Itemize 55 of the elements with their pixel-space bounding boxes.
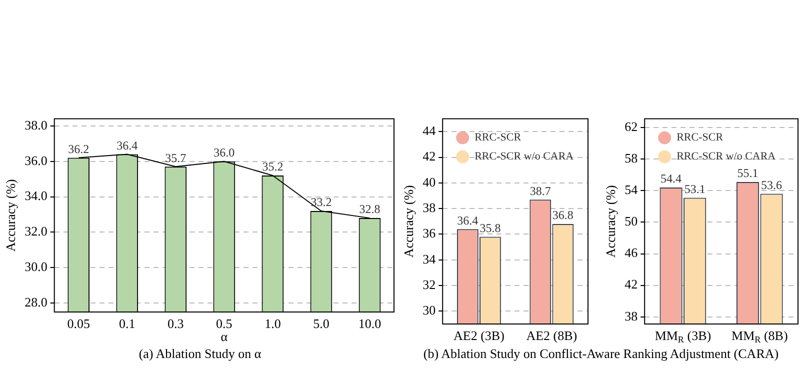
legend-label: RRC-SCR [474,132,522,144]
y-tick-label: 40 [422,174,436,190]
data-label: 35.8 [480,220,501,235]
y-tick-label: 34.0 [24,188,48,204]
y-tick-label: 34 [422,251,436,266]
data-label: 55.1 [737,166,758,180]
x-tick-label: 0.3 [168,316,184,331]
y-axis-title: Accuracy (%) [401,185,416,258]
x-tick-label: 5.0 [313,316,330,331]
data-label: 53.6 [761,178,782,192]
x-tick-label: 0.1 [119,316,136,331]
y-tick-label: 30.0 [24,259,48,274]
y-tick-label: 28.0 [24,294,48,310]
y-tick-label: 58 [624,150,638,166]
data-label: 36.0 [214,145,235,160]
data-label: 36.4 [457,213,478,228]
y-tick-label: 42 [624,276,638,292]
y-tick-label: 36.0 [24,152,48,168]
y-tick-label: 36 [422,226,436,241]
x-tick-label: 1.0 [264,316,281,331]
y-tick-label: 62 [624,118,638,134]
y-tick-label: 54 [624,182,638,198]
y-tick-label: 44 [422,123,436,138]
data-label: 36.4 [116,138,138,152]
x-tick-label: 0.5 [216,316,232,331]
data-label: 35.2 [262,160,284,174]
x-axis-title: α [220,329,228,344]
data-label: 36.8 [552,208,574,222]
text: (b) Ablation Study on Conflict-Aware Ranking Adjustment (CARA) [422,346,780,362]
y-tick-label: 32.0 [24,224,48,239]
y-axis-title: Accuracy (%) [603,185,618,258]
legend-label: RRC-SCR [676,132,724,144]
data-label: 35.7 [165,150,186,165]
y-tick-label: 50 [624,214,638,229]
x-tick-label: AE2 (8B) [526,328,578,343]
y-axis-title: Accuracy (%) [3,179,18,252]
legend-label: RRC-SCR w/o CARA [474,150,574,163]
data-label: 32.8 [359,202,380,216]
y-tick-label: 42 [422,148,436,164]
y-tick-label: 38.0 [24,117,48,132]
y-tick-label: 46 [624,245,638,260]
text: (a) Ablation Study on α [138,346,262,362]
data-label: 54.4 [660,172,682,186]
y-tick-label: 30 [422,302,436,318]
y-tick-label: 32 [422,276,436,292]
y-tick-label: 38 [624,308,638,324]
x-tick-label: 10.0 [358,316,382,331]
legend-label: RRC-SCR w/o CARA [676,150,776,163]
y-tick-label: 38 [422,200,436,215]
data-label: 38.7 [530,184,551,198]
data-label: 33.2 [310,195,332,210]
x-tick-label: AE2 (3B) [453,328,504,343]
data-label: 36.2 [68,142,90,156]
data-label: 53.1 [684,182,706,196]
x-tick-label: 0.05 [67,316,90,331]
